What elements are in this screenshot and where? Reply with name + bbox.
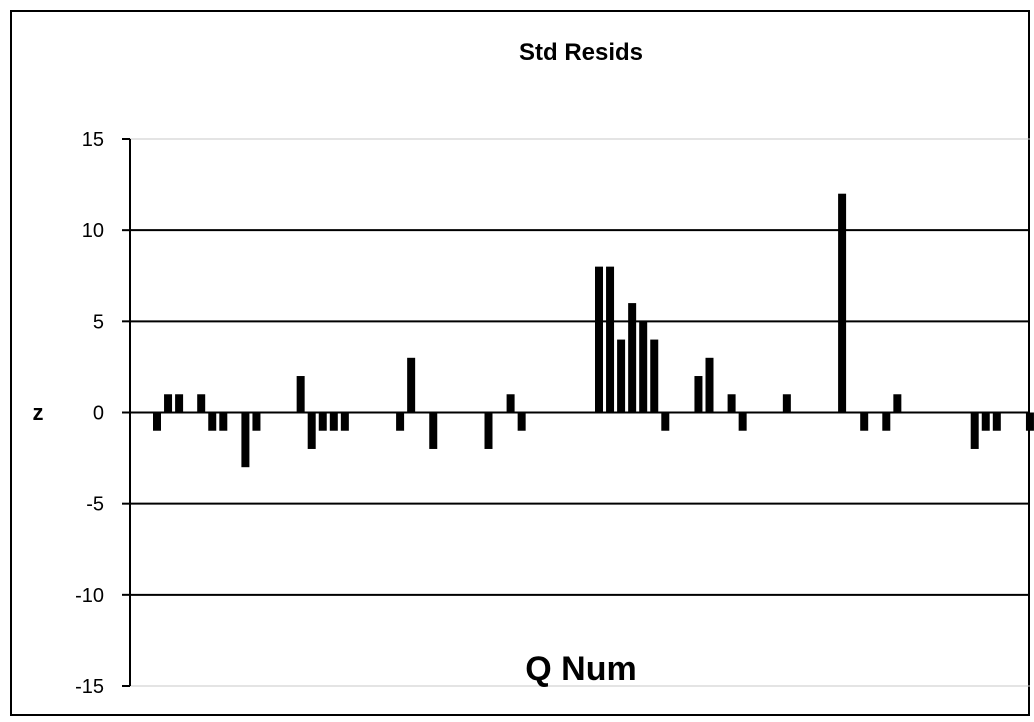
chart-frame [10, 10, 1030, 716]
bar [705, 357, 714, 413]
chart-title: Std Resids [519, 39, 643, 66]
bar [175, 394, 184, 413]
bar [838, 193, 847, 413]
bar [617, 339, 626, 413]
bar [860, 412, 869, 431]
y-tick-label: 5 [93, 311, 104, 333]
bar [197, 394, 206, 413]
bar [639, 321, 648, 413]
y-tick-label: -15 [75, 676, 104, 698]
y-tick-label: -5 [86, 494, 104, 516]
y-axis: 15 10 5 0 -5 -10 -15 [75, 129, 131, 698]
bar [153, 412, 161, 431]
bar [970, 412, 979, 449]
bar [252, 412, 261, 431]
bar [396, 412, 405, 431]
y-tick-label: -10 [75, 585, 104, 607]
bar [606, 266, 615, 413]
bar [727, 394, 736, 413]
bar [407, 357, 416, 413]
bar [694, 376, 703, 413]
bar [882, 412, 891, 431]
bar [661, 412, 670, 431]
bar [164, 394, 173, 413]
bar [429, 412, 438, 449]
bar [893, 394, 902, 413]
bar [981, 412, 990, 431]
bar [992, 412, 1001, 431]
bar [517, 412, 526, 431]
gridlines [130, 138, 1030, 687]
bar [241, 412, 250, 468]
bar [650, 339, 659, 413]
bar [219, 412, 228, 431]
bar [595, 266, 603, 413]
bar [738, 412, 747, 431]
bar [296, 376, 305, 413]
bar [1025, 412, 1034, 431]
bar [318, 412, 327, 431]
bar [628, 303, 637, 413]
bar [484, 412, 493, 449]
bar [307, 412, 316, 449]
y-tick-label: 15 [82, 129, 104, 151]
x-axis-label: Q Num [525, 650, 636, 688]
y-axis-label: z [33, 400, 44, 425]
bar [340, 412, 349, 431]
bar [506, 394, 515, 413]
bar [782, 394, 791, 413]
bar [329, 412, 338, 431]
bar [208, 412, 217, 431]
y-tick-label: 0 [93, 403, 104, 425]
bars [153, 193, 1034, 468]
y-tick-label: 10 [82, 220, 104, 242]
